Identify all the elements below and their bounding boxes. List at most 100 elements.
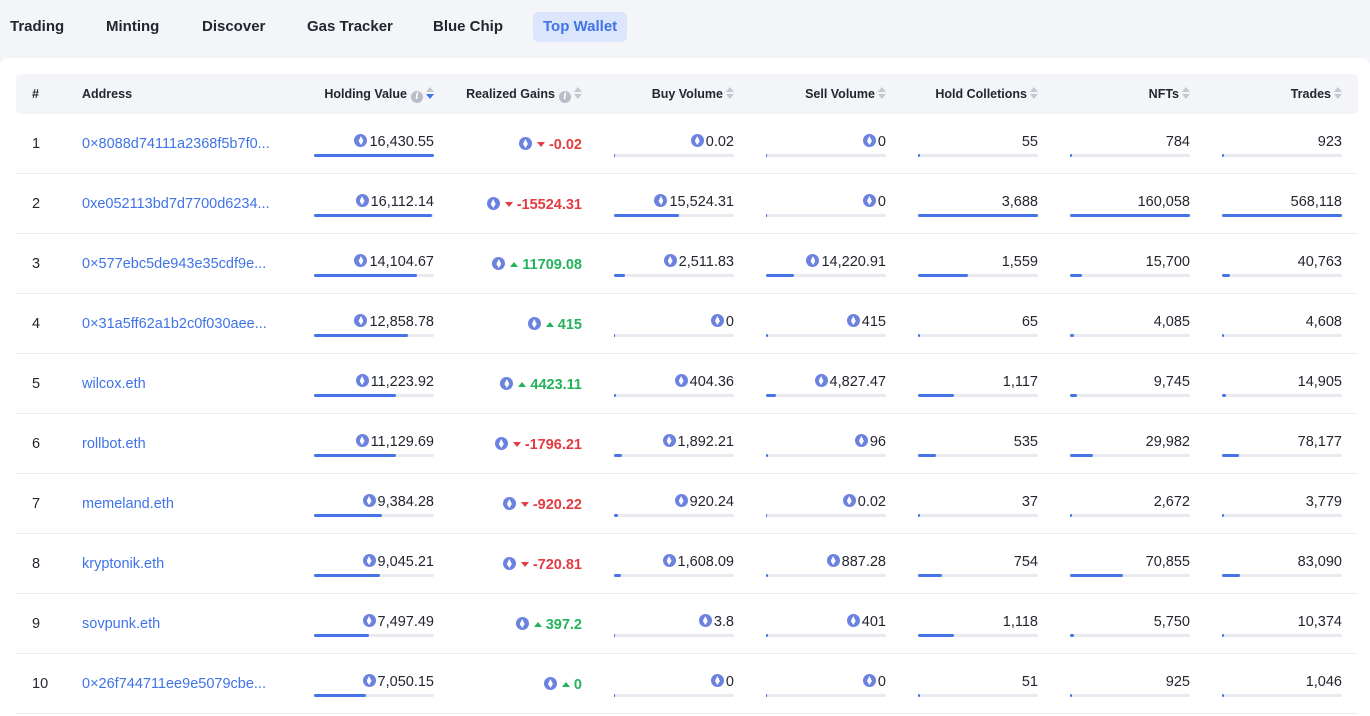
tab-trading[interactable]: Trading	[10, 18, 65, 35]
col-hold-collections[interactable]: Hold Colletions	[935, 74, 1038, 114]
wallet-address-link[interactable]: memeland.eth	[82, 496, 174, 512]
trades-bar-track	[1222, 454, 1342, 457]
hold-collections-cell: 535	[918, 434, 1038, 460]
col-trades[interactable]: Trades	[1291, 74, 1342, 114]
hold-collections-bar-fill	[918, 574, 942, 577]
col-buy-volume[interactable]: Buy Volume	[652, 74, 734, 114]
tab-discover[interactable]: Discover	[202, 18, 266, 35]
trades-bar-fill	[1222, 334, 1224, 337]
sell-volume-bar-fill	[766, 274, 794, 277]
trades-text: 83,090	[1297, 554, 1342, 570]
row-rank: 2	[32, 196, 41, 212]
buy-volume-bar-fill	[614, 694, 615, 697]
trades-cell: 83,090	[1222, 554, 1342, 580]
sell-volume-value: 0	[862, 134, 886, 150]
hold-collections-bar-fill	[918, 514, 920, 517]
sell-volume-bar-fill	[766, 154, 767, 157]
realized-gains-value: -15524.31	[486, 197, 582, 213]
buy-volume-text: 1,892.21	[677, 434, 734, 450]
sell-volume-cell: 887.28	[766, 554, 886, 580]
tab-top-wallet[interactable]: Top Wallet	[533, 12, 628, 42]
sell-volume-bar-track	[766, 694, 886, 697]
wallet-address-link[interactable]: 0×577ebc5de943e35cdf9e...	[82, 256, 267, 272]
col-nfts[interactable]: NFTs	[1149, 74, 1190, 114]
sort-icon[interactable]	[878, 87, 886, 99]
sell-volume-value: 0.02	[842, 494, 886, 510]
wallet-address-link[interactable]: sovpunk.eth	[82, 616, 161, 632]
realized-gains-value: 397.2	[515, 617, 582, 633]
wallet-address-link[interactable]: rollbot.eth	[82, 436, 146, 452]
buy-volume-cell: 1,892.21	[614, 434, 734, 460]
realized-gains-value: -720.81	[502, 557, 582, 573]
info-icon[interactable]: i	[559, 91, 571, 103]
buy-volume-bar-fill	[614, 454, 623, 457]
table-row: 4 0×31a5ff62a1b2c0f030aee... 12,858.78 0 415…	[16, 294, 1358, 354]
hold-collections-text: 1,118	[1002, 614, 1038, 630]
holding-value-bar-fill	[314, 334, 408, 337]
sort-icon[interactable]	[1030, 87, 1038, 99]
sort-icon[interactable]	[1182, 87, 1190, 99]
trades-bar-track	[1222, 214, 1342, 217]
sort-icon[interactable]	[726, 87, 734, 99]
hold-collections-bar-fill	[918, 334, 921, 337]
holding-value-value: 11,129.69	[355, 434, 434, 450]
col-realized-gains[interactable]: Realized Gains i	[466, 74, 582, 114]
hold-collections-cell: 1,559	[918, 254, 1038, 280]
sort-icon[interactable]	[574, 87, 582, 99]
col-sell-volume[interactable]: Sell Volume	[805, 74, 886, 114]
sell-volume-cell: 0	[766, 674, 886, 700]
wallet-address-link[interactable]: kryptonik.eth	[82, 556, 165, 572]
sell-volume-text: 0.02	[857, 494, 886, 510]
hold-collections-bar-fill	[918, 214, 1038, 217]
realized-gains-cell: 11709.08	[466, 234, 582, 294]
arrow-down-icon	[520, 562, 529, 567]
realized-gains-text: 11709.08	[522, 257, 582, 273]
eth-icon	[362, 554, 376, 567]
trades-bar-track	[1222, 694, 1342, 697]
row-rank: 7	[32, 496, 41, 512]
row-rank: 1	[32, 136, 41, 152]
wallet-address-link[interactable]: wilcox.eth	[82, 376, 146, 392]
hold-collections-bar-fill	[918, 394, 954, 397]
realized-gains-cell: -0.02	[466, 114, 582, 174]
arrow-up-icon	[518, 382, 527, 387]
sell-volume-bar-track	[766, 394, 886, 397]
tab-minting[interactable]: Minting	[106, 18, 160, 35]
col-holding-value[interactable]: Holding Value i	[324, 74, 434, 114]
hold-collections-bar-track	[918, 454, 1038, 457]
buy-volume-value: 920.24	[674, 494, 734, 510]
wallet-address-link[interactable]: 0×31a5ff62a1b2c0f030aee...	[82, 316, 267, 332]
buy-volume-bar-track	[614, 634, 734, 637]
arrow-down-icon	[536, 142, 545, 147]
tab-gas-tracker[interactable]: Gas Tracker	[307, 18, 393, 35]
realized-gains-text: 397.2	[545, 617, 582, 633]
nfts-cell: 29,982	[1070, 434, 1190, 460]
eth-icon	[486, 197, 500, 210]
wallet-address-link[interactable]: 0×8088d74111a2368f5b7f0...	[82, 136, 270, 152]
nfts-bar-track	[1070, 454, 1190, 457]
col-hold-collections-label: Hold Colletions	[935, 87, 1027, 101]
nfts-bar-track	[1070, 214, 1190, 217]
nfts-text: 4,085	[1153, 314, 1190, 330]
table-row: 8 kryptonik.eth 9,045.21 1,608.09 887.28 754 7…	[16, 534, 1358, 594]
eth-icon	[502, 557, 516, 570]
holding-value-bar-track	[314, 514, 434, 517]
trades-cell: 10,374	[1222, 614, 1342, 640]
hold-collections-bar-track	[918, 334, 1038, 337]
col-nfts-label: NFTs	[1148, 87, 1179, 101]
hold-collections-bar-track	[918, 514, 1038, 517]
sell-volume-cell: 0	[766, 194, 886, 220]
trades-bar-track	[1222, 394, 1342, 397]
trades-value: 3,779	[1306, 494, 1342, 510]
table-row: 6 rollbot.eth 11,129.69 1,892.21 96 535 29,982…	[16, 414, 1358, 474]
nfts-text: 925	[1165, 674, 1190, 690]
info-icon[interactable]: i	[411, 91, 423, 103]
wallet-address-link[interactable]: 0×26f744711ee9e5079cbe...	[82, 676, 266, 692]
sort-icon[interactable]	[426, 87, 434, 99]
col-trades-label: Trades	[1290, 87, 1331, 101]
tab-blue-chip[interactable]: Blue Chip	[433, 18, 503, 35]
sell-volume-bar-track	[766, 574, 886, 577]
holding-value-text: 12,858.78	[369, 314, 434, 330]
sort-icon[interactable]	[1334, 87, 1342, 99]
wallet-address-link[interactable]: 0xe052113bd7d7700d6234...	[82, 196, 270, 212]
